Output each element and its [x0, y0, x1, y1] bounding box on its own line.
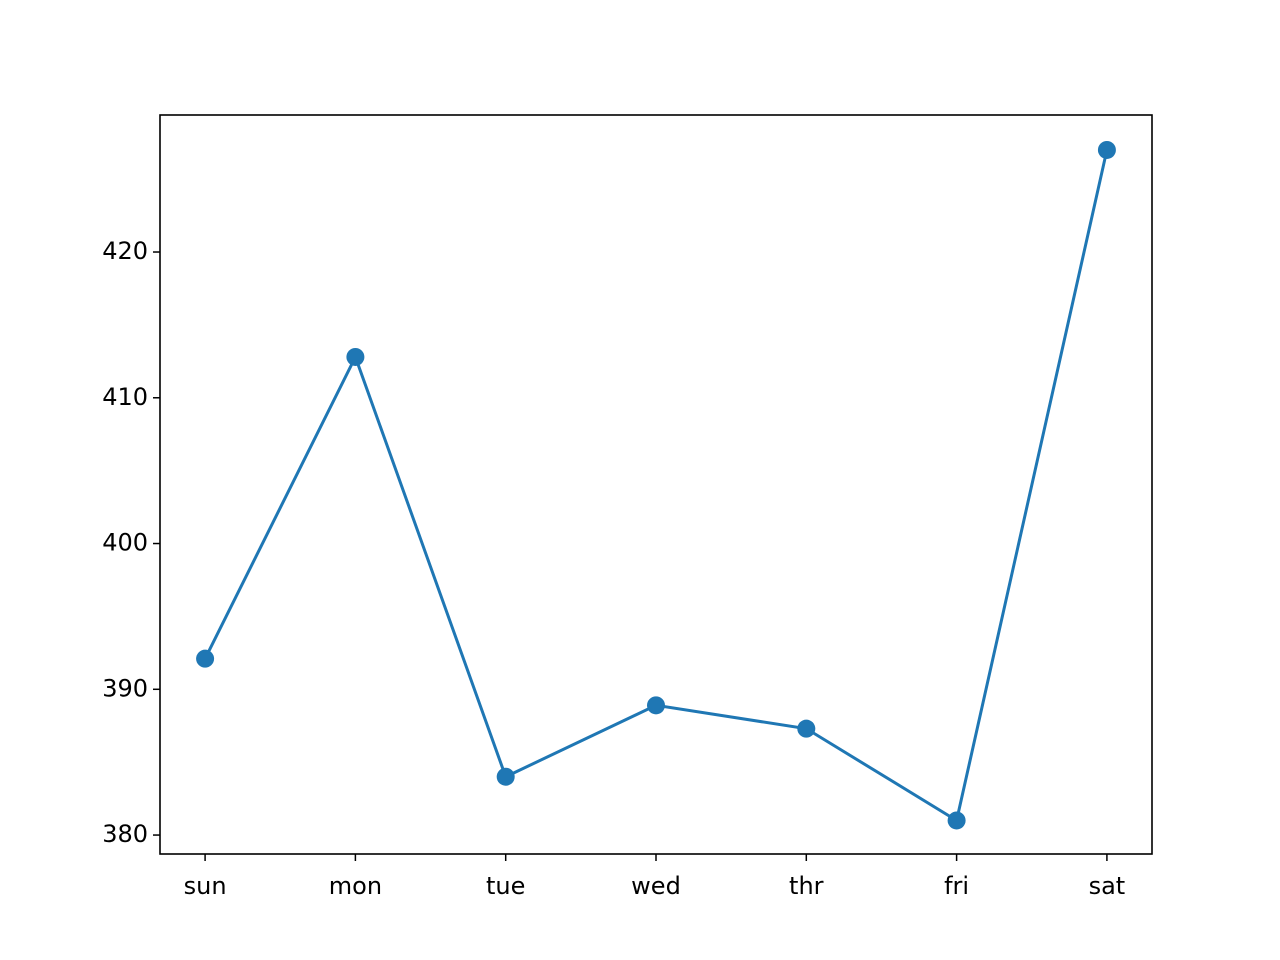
x-tick-label: fri — [944, 872, 969, 900]
marker — [947, 811, 966, 830]
marker — [196, 649, 215, 668]
y-tick-label: 390 — [102, 674, 148, 702]
x-tick-label: mon — [329, 872, 382, 900]
marker — [496, 767, 515, 786]
marker — [1097, 140, 1116, 159]
x-tick-label: sat — [1089, 872, 1126, 900]
x-tick-label: sun — [184, 872, 227, 900]
y-tick-label: 400 — [102, 529, 148, 557]
x-tick-label: thr — [789, 872, 824, 900]
x-tick-label: tue — [486, 872, 525, 900]
marker — [346, 347, 365, 366]
y-tick-label: 380 — [102, 820, 148, 848]
plot-frame — [159, 114, 1153, 855]
marker — [647, 696, 665, 715]
marker — [797, 719, 816, 738]
line — [203, 149, 1109, 823]
y-tick-label: 410 — [102, 383, 148, 411]
x-tick-label: wed — [631, 872, 681, 900]
y-tick-label: 420 — [102, 237, 148, 265]
